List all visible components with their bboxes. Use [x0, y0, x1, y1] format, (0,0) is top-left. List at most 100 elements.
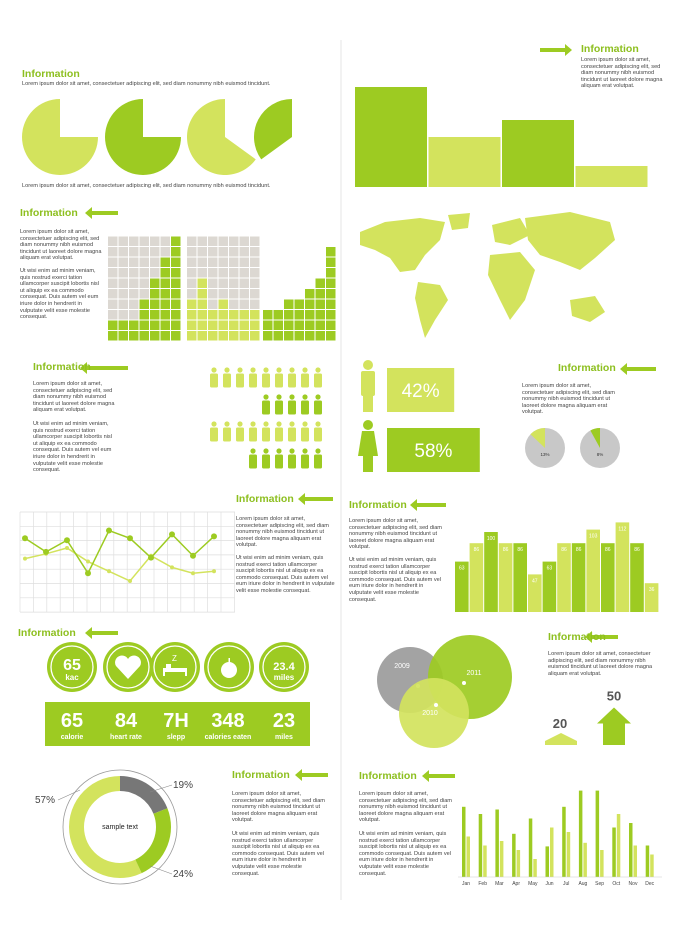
grid-cell-filled — [187, 299, 197, 309]
grid-cell — [118, 278, 128, 288]
bar — [615, 522, 630, 612]
grid-cell — [239, 278, 249, 288]
x-tick-label: Dec — [645, 881, 654, 887]
bar-label: 47 — [532, 578, 538, 584]
person-body — [210, 427, 218, 442]
grid-cell — [139, 257, 149, 267]
world-map — [360, 212, 615, 338]
grid-cell — [108, 247, 118, 257]
person-body — [236, 427, 244, 442]
person-body — [275, 427, 283, 442]
person-head — [263, 394, 269, 400]
bar — [455, 561, 469, 612]
grid-column — [208, 236, 218, 341]
bar — [516, 850, 521, 877]
section-text: Lorem ipsum dolor sit amet, consectetuer… — [548, 651, 653, 677]
venn-dot — [434, 703, 438, 707]
grid-cell-filled — [218, 331, 228, 341]
bar — [466, 836, 470, 877]
grid-cell-filled — [187, 310, 197, 320]
grid-cell — [129, 257, 139, 267]
arrow-icon — [298, 493, 333, 505]
grid-cell — [208, 247, 218, 257]
people-row — [210, 367, 322, 388]
apple-stem — [228, 658, 230, 663]
donut-segment — [120, 776, 168, 814]
person-body — [275, 454, 283, 469]
grid-column — [273, 310, 283, 341]
line-point — [211, 533, 217, 540]
pie-label: 13% — [540, 452, 549, 457]
grid-cell-filled — [208, 310, 218, 320]
section-text: Ut wisi enim ad minim veniam, quis nostr… — [33, 421, 112, 474]
grid-cell-filled — [171, 236, 181, 246]
person-body — [262, 373, 270, 388]
section-title: Information — [359, 770, 417, 782]
bar — [533, 859, 537, 877]
grid-column — [294, 299, 304, 341]
x-tick-label: Apr — [512, 881, 520, 887]
bar-label: 103 — [589, 534, 598, 540]
grid-cell — [239, 236, 249, 246]
grid-cell-filled — [315, 289, 325, 299]
line-point — [107, 569, 111, 574]
gender-legs — [363, 455, 373, 472]
bar-label: 63 — [459, 566, 465, 572]
x-tick-label: Jun — [545, 881, 553, 887]
grid-cell — [208, 289, 218, 299]
grid-column — [171, 236, 181, 341]
grid-cell-filled — [229, 331, 239, 341]
grid-cell-filled — [171, 320, 181, 330]
sleep-icon: Z — [172, 654, 177, 663]
people-row — [249, 448, 322, 469]
grid-cell — [187, 236, 197, 246]
leader-line — [149, 784, 173, 793]
x-tick-label: Feb — [478, 881, 487, 887]
grid-cell-filled — [139, 299, 149, 309]
bar — [355, 87, 427, 187]
section-text: Ut wisi enim ad minim veniam, quis nostr… — [349, 557, 442, 603]
stat-label: slepp — [167, 734, 185, 741]
arrow-icon — [422, 770, 455, 782]
section-text: Lorem ipsum dolor sit amet, consectetuer… — [22, 81, 271, 87]
grid-cell — [118, 268, 128, 278]
grid-cell — [129, 278, 139, 288]
stat-label: heart rate — [110, 734, 142, 741]
grid-cell — [250, 289, 260, 299]
grid-cell-filled — [305, 289, 315, 299]
grid-cell — [239, 268, 249, 278]
section-text: Lorem ipsum dolor sit amet, consectetuer… — [236, 516, 329, 549]
person-head — [263, 448, 269, 454]
stat-circle-unit: kac — [65, 673, 79, 682]
arrow-icon — [80, 362, 128, 374]
grid-cell-filled — [218, 320, 228, 330]
grid-cell — [229, 236, 239, 246]
grid-cell — [129, 299, 139, 309]
grid-cell-filled — [305, 320, 315, 330]
line-point — [85, 570, 91, 577]
grid-cell — [187, 289, 197, 299]
gender-bar — [387, 428, 480, 472]
section-text: Lorem ipsum dolor sit amet, consectetuer… — [359, 791, 452, 824]
bar — [644, 583, 659, 612]
x-tick-label: Jan — [462, 881, 470, 887]
person-body — [223, 373, 231, 388]
grid-cell-filled — [305, 310, 315, 320]
person-body — [301, 373, 309, 388]
bar — [583, 842, 587, 877]
pie-slice — [530, 428, 545, 448]
person-body — [236, 373, 244, 388]
grid-cell-filled — [160, 331, 170, 341]
person-head — [276, 421, 282, 427]
grid-cell — [108, 268, 118, 278]
person-head — [250, 367, 256, 373]
line-point — [64, 537, 70, 544]
grid-cell — [118, 247, 128, 257]
grid-cell — [197, 268, 207, 278]
grid-cell — [139, 247, 149, 257]
person-head — [302, 421, 308, 427]
line-point — [86, 559, 90, 564]
person-body — [262, 427, 270, 442]
person-head — [289, 448, 295, 454]
x-tick-label: Oct — [612, 881, 620, 887]
